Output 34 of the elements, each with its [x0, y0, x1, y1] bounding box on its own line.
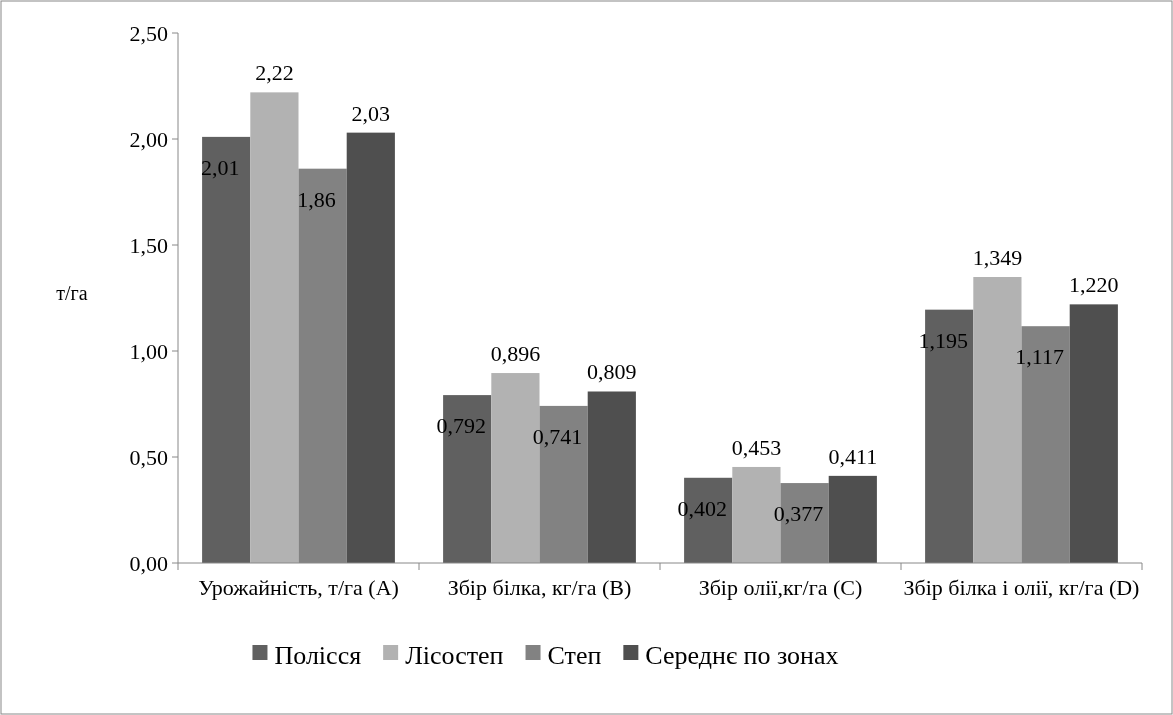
data-label: 1,86 [297, 186, 336, 212]
y-tick-label: 1,50 [129, 232, 168, 258]
y-tick-label: 1,00 [129, 338, 168, 364]
x-tick-label: Збір олії,кг/га (C) [698, 575, 863, 600]
legend-label: Середнє по зонах [645, 641, 839, 671]
data-label: 0,896 [490, 341, 541, 367]
legend-label: Полісся [274, 641, 362, 671]
x-tick-label: Збір білка і олії, кг/га (D) [903, 575, 1140, 600]
bar [346, 132, 395, 563]
x-tick-label: Збір білка, кг/га (B) [447, 575, 632, 600]
y-tick-label: 0,50 [129, 444, 168, 470]
legend-label: Лісостеп [405, 641, 504, 671]
y-tick-label: 2,00 [129, 126, 168, 152]
data-label: 0,741 [532, 423, 583, 449]
data-label: 1,349 [972, 245, 1023, 271]
data-label: 1,220 [1069, 272, 1119, 298]
x-tick-label: Урожайність, т/га (A) [198, 575, 399, 600]
data-label: 0,453 [731, 434, 782, 460]
data-label: 0,377 [773, 501, 824, 527]
y-tick-label: 0,00 [129, 550, 168, 576]
data-label: 2,03 [351, 100, 391, 126]
data-label: 0,809 [587, 359, 637, 385]
legend-label: Степ [547, 641, 602, 671]
y-tick-label: 2,50 [129, 20, 168, 46]
data-label: 2,22 [255, 60, 294, 86]
bar [587, 391, 636, 563]
data-label: 2,01 [200, 154, 240, 180]
data-label: 1,117 [1015, 344, 1064, 370]
bar [202, 136, 251, 563]
bar [1069, 304, 1118, 563]
data-label: 0,411 [828, 443, 878, 469]
bar [828, 475, 877, 563]
y-axis-title: т/га [56, 282, 88, 304]
bar [250, 92, 299, 563]
